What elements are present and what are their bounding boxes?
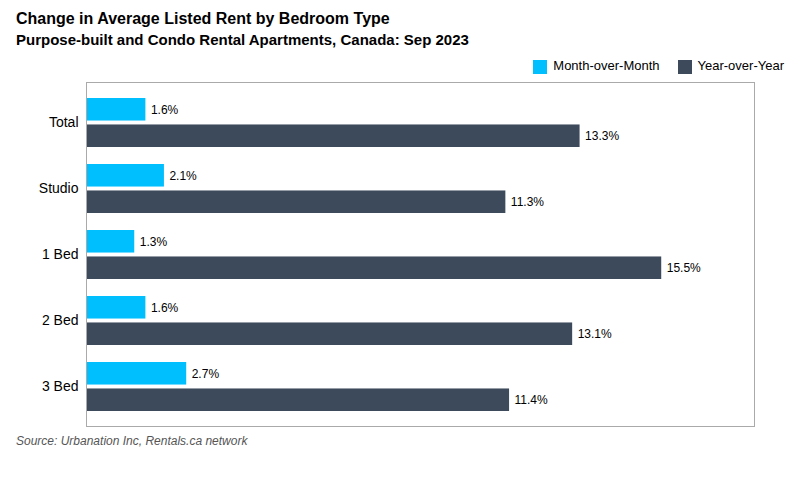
svg-text:1.6%: 1.6% (151, 102, 179, 116)
svg-text:3 Bed: 3 Bed (42, 378, 79, 394)
svg-text:1 Bed: 1 Bed (42, 246, 79, 262)
svg-text:13.3%: 13.3% (585, 129, 619, 143)
svg-text:11.4%: 11.4% (515, 393, 548, 407)
svg-text:2 Bed: 2 Bed (42, 312, 79, 328)
html-text:Source: Urbanation Inc, Rental: Source: Urbanation Inc, Rentals.ca netwo… (16, 433, 248, 448)
svg-text:1.6%: 1.6% (151, 300, 179, 314)
html-text:Purpose-built and Condo Rental: Purpose-built and Condo Rental Apartment… (16, 30, 469, 48)
svg-text:2.7%: 2.7% (192, 366, 220, 380)
svg-text:13.1%: 13.1% (578, 327, 612, 341)
svg-text:Studio: Studio (39, 180, 79, 196)
svg-text:1.3%: 1.3% (140, 234, 168, 248)
svg-text:2.1%: 2.1% (169, 168, 197, 182)
svg-text:11.3%: 11.3% (511, 195, 544, 209)
svg-text:15.5%: 15.5% (667, 261, 701, 275)
svg-text:Total: Total (49, 114, 79, 130)
html-text:Change in Average Listed Rent: Change in Average Listed Rent by Bedroom… (16, 10, 390, 27)
html-text:Month-over-Month: Month-over-Month (553, 58, 660, 74)
html-text:Year-over-Year: Year-over-Year (697, 58, 784, 74)
